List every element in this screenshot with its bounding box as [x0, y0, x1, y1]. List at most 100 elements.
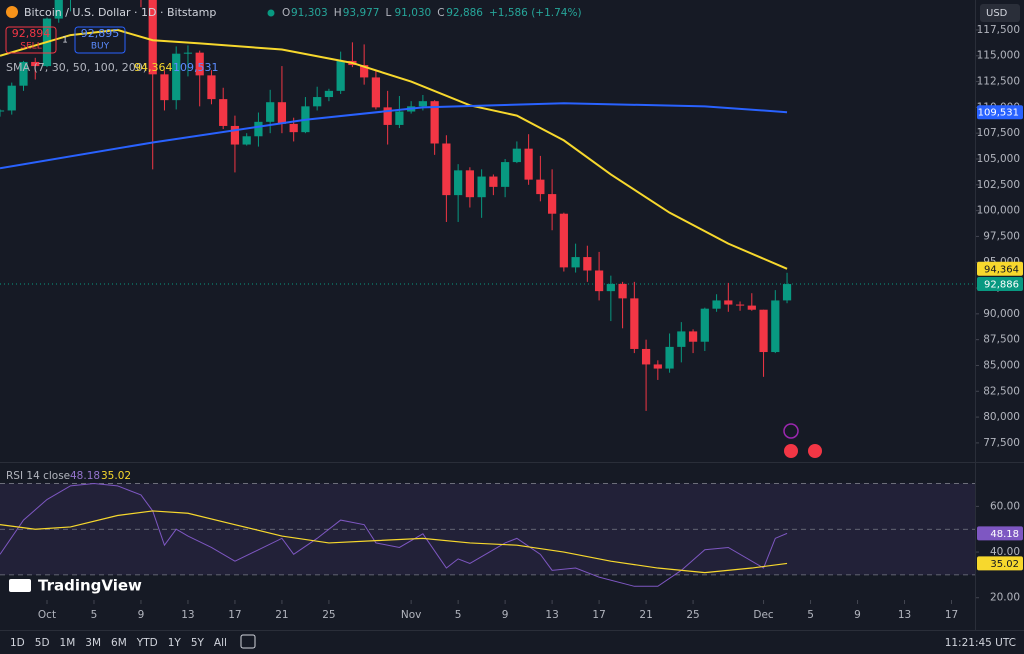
x-tick-label: 9 — [138, 609, 145, 621]
currency: USD — [986, 8, 1008, 19]
axes: 117,500115,000112,500110,000107,500105,0… — [38, 24, 1023, 621]
ohlc-key: O — [282, 7, 290, 19]
calendar-icon[interactable] — [240, 634, 256, 649]
candle-body — [442, 143, 451, 196]
candle-body — [289, 123, 298, 133]
ohlc-values: O 91,303 H 93,977 L 91,030 C 92,886 +1,586 (+1.7… — [282, 7, 582, 19]
range-button[interactable]: 5Y — [191, 637, 205, 649]
buy-button[interactable] — [74, 26, 126, 54]
logo: TradingView — [38, 577, 142, 595]
candle-body — [724, 300, 733, 305]
y-tick-label: 40.00 — [990, 546, 1020, 558]
candle-body — [571, 257, 580, 268]
clock: 11:21:45 UTC — [945, 637, 1016, 649]
y-tick-label: 112,500 — [977, 76, 1020, 88]
x-tick-label: 21 — [275, 609, 288, 621]
price-tag — [977, 105, 1023, 120]
y-tick-label: 100,000 — [977, 205, 1020, 217]
price-pane — [0, 0, 975, 411]
x-tick-label: 9 — [854, 609, 861, 621]
candle-body — [747, 305, 756, 310]
candle-body — [183, 52, 193, 54]
candle-body — [489, 176, 498, 187]
ohlc-value: 91,303 — [291, 7, 328, 19]
candle-body — [454, 170, 463, 196]
logo-mark — [9, 579, 31, 592]
event-flag[interactable] — [784, 444, 798, 458]
range-button[interactable]: 1D — [10, 637, 25, 649]
x-tick-label: 25 — [322, 609, 335, 621]
range-button[interactable]: 5D — [35, 637, 50, 649]
candle-body — [19, 61, 28, 86]
ohlc-value: 92,886 — [446, 7, 483, 19]
rsi-value: 48.18 — [70, 470, 100, 482]
range-button[interactable]: All — [214, 637, 227, 649]
range-button[interactable]: 6M — [111, 637, 127, 649]
candle-body — [501, 162, 510, 187]
candle-body — [54, 0, 63, 19]
x-tick-label: 13 — [545, 609, 558, 621]
candle-body — [7, 85, 16, 111]
candle-body — [313, 97, 322, 107]
x-tick-label: 5 — [91, 609, 98, 621]
range-button[interactable]: YTD — [136, 637, 158, 649]
sma-value: 109,531 — [173, 61, 219, 74]
y-tick-label: 87,500 — [983, 334, 1020, 346]
event-icon[interactable] — [783, 423, 799, 439]
candle-body — [665, 346, 674, 369]
range-button[interactable]: 1M — [60, 637, 76, 649]
candle-body — [336, 60, 345, 91]
y-tick-label: 90,000 — [983, 308, 1020, 320]
sell-label: SELL — [20, 42, 41, 52]
x-tick-label: Oct — [38, 609, 56, 621]
candle-body — [160, 74, 169, 101]
y-tick-label: 82,500 — [983, 385, 1020, 397]
candle-body — [606, 283, 615, 292]
candle-body — [653, 364, 662, 369]
x-tick-label: 13 — [181, 609, 194, 621]
currency-button[interactable] — [980, 4, 1020, 22]
y-tick-label: 105,000 — [977, 153, 1020, 165]
x-tick-label: 17 — [945, 609, 958, 621]
candle-body — [242, 136, 251, 145]
range-button[interactable]: 3M — [85, 637, 101, 649]
event-flag[interactable] — [808, 444, 822, 458]
y-tick-label: 77,500 — [983, 437, 1020, 449]
x-tick-label: 21 — [639, 609, 652, 621]
x-tick-label: Dec — [753, 609, 774, 621]
sma-line — [0, 102, 788, 170]
sma-label: SMA (7, 30, 50, 100, 200) — [6, 61, 147, 74]
y-tick-label: 85,000 — [983, 359, 1020, 371]
x-tick-label: 17 — [592, 609, 605, 621]
candle-body — [219, 99, 228, 126]
status-dot — [267, 9, 275, 17]
y-tick-label: 102,500 — [977, 179, 1020, 191]
x-tick-label: 5 — [455, 609, 462, 621]
rsi-line — [0, 483, 788, 587]
candle-body — [771, 300, 780, 353]
candle-body — [630, 298, 639, 349]
candle-body — [712, 300, 721, 309]
range-button[interactable]: 1Y — [168, 637, 182, 649]
quantity: 1 — [62, 36, 68, 46]
candle-body — [207, 75, 216, 100]
candle-body — [0, 110, 5, 112]
price-tag — [977, 277, 1023, 292]
candle-body — [759, 309, 768, 353]
candle-body — [266, 102, 275, 122]
candle-body — [195, 52, 204, 76]
candle-body — [430, 101, 439, 144]
sell-button[interactable] — [5, 26, 57, 54]
candle-body — [594, 270, 604, 292]
y-tick-label: 107,500 — [977, 127, 1020, 139]
sma-value: 94,364 — [134, 61, 173, 74]
y-tick-label: 117,500 — [977, 24, 1020, 36]
candle-body — [465, 170, 474, 198]
candle-body — [383, 107, 392, 125]
x-tick-label: Nov — [401, 609, 422, 621]
candle-body — [477, 176, 486, 198]
candle-body — [148, 0, 157, 75]
sell-price: 92,894 — [12, 27, 51, 40]
y-tick-label: 97,500 — [983, 230, 1020, 242]
